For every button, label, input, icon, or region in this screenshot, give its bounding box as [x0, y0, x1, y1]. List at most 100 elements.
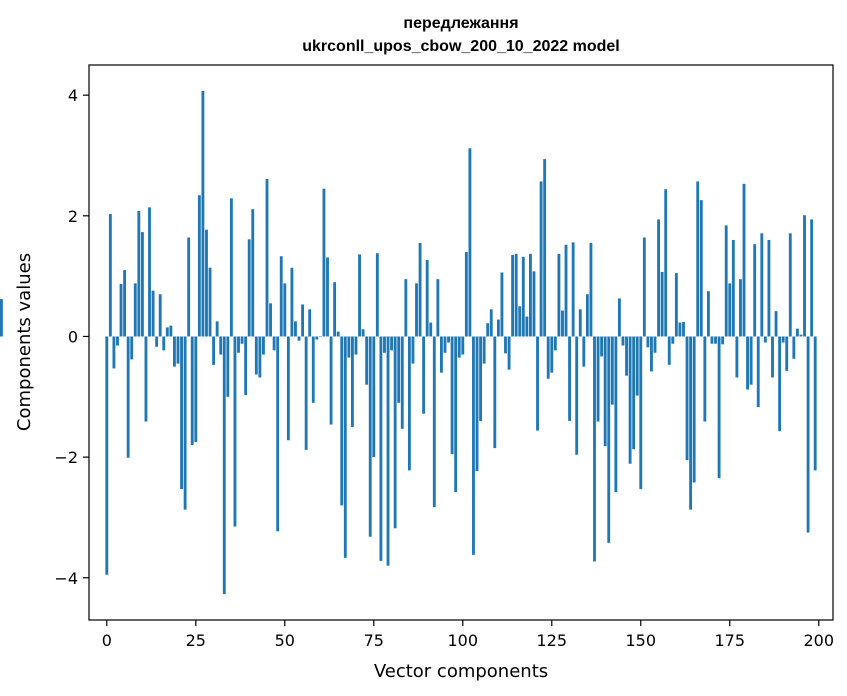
bar-166 — [696, 181, 700, 337]
bar-128 — [561, 310, 564, 337]
bar-185 — [763, 336, 767, 343]
bar-111 — [500, 272, 504, 337]
bar-62 — [326, 257, 329, 337]
bar-100 — [461, 336, 465, 355]
bar-141 — [607, 336, 611, 543]
bar-5 — [123, 270, 127, 337]
bar-7 — [130, 336, 134, 360]
x-tick-label-150: 150 — [625, 631, 656, 650]
bar-146 — [625, 336, 628, 376]
bar-35 — [229, 198, 233, 337]
bar-161 — [678, 322, 682, 337]
bar-120 — [532, 271, 536, 337]
bar-162 — [682, 321, 685, 337]
bar-147 — [628, 336, 632, 464]
bar-149 — [635, 336, 639, 396]
y-axis-label: Components values — [14, 253, 35, 431]
bar-159 — [671, 336, 675, 344]
bar-15 — [158, 294, 162, 337]
bar-176 — [731, 239, 735, 337]
bar-68 — [347, 336, 351, 358]
bar-64 — [333, 282, 337, 337]
bar-59 — [315, 336, 319, 340]
bar-91 — [429, 322, 433, 337]
y-tick-label--4: −4 — [54, 569, 78, 588]
bar-194 — [795, 328, 799, 337]
bar-177 — [735, 336, 739, 378]
bar-148 — [632, 336, 636, 450]
bar-18 — [169, 325, 173, 337]
bars-group — [0, 90, 817, 595]
bar-17 — [165, 327, 169, 337]
bar-20 — [176, 336, 180, 364]
bar-34 — [226, 336, 230, 397]
bar-173 — [721, 336, 725, 345]
bar-37 — [237, 336, 240, 353]
bar-132 — [575, 336, 579, 455]
x-tick-label-100: 100 — [448, 631, 479, 650]
bar-157 — [664, 189, 668, 337]
bar-130 — [568, 336, 571, 421]
bar-42 — [254, 336, 258, 375]
bar-158 — [667, 336, 671, 365]
x-tick-label-25: 25 — [186, 631, 206, 650]
bar-88 — [418, 242, 422, 337]
bar-2 — [112, 336, 116, 369]
bar-49 — [279, 256, 283, 337]
bar-139 — [600, 336, 604, 357]
bar-189 — [778, 336, 782, 432]
bar-155 — [657, 219, 660, 337]
bar-56 — [304, 336, 308, 450]
bar-163 — [685, 336, 689, 461]
bar-53 — [294, 321, 297, 337]
bar-75 — [372, 336, 376, 458]
bar-168 — [703, 336, 707, 422]
bar-86 — [411, 336, 415, 364]
bar-60 — [318, 336, 322, 337]
bar-164 — [689, 336, 693, 510]
bar-118 — [525, 316, 529, 337]
bar-33 — [222, 336, 226, 595]
bar-90 — [425, 259, 429, 337]
bar-10 — [140, 232, 144, 337]
bar-84 — [404, 279, 408, 337]
bar-26 — [197, 195, 201, 337]
plot-frame — [88, 64, 834, 621]
bar-137 — [593, 336, 596, 562]
bar-58 — [311, 336, 315, 403]
bar-16 — [162, 336, 166, 351]
bar-29 — [208, 267, 212, 337]
bar-156 — [660, 271, 664, 337]
bar-71 — [358, 254, 361, 337]
x-tick-label-200: 200 — [803, 631, 834, 650]
bar-14 — [155, 336, 159, 347]
y-tick-label--2: −2 — [54, 448, 78, 467]
bar-172 — [717, 336, 721, 479]
bar-129 — [564, 244, 568, 337]
bar-140 — [603, 336, 607, 447]
y-tick-label-4: 4 — [68, 86, 78, 105]
bar-13 — [151, 290, 155, 337]
bar-47 — [272, 336, 276, 351]
x-axis-ticks: 0 25 50 75 100 125 150 175 200 — [102, 620, 834, 650]
bar-108 — [489, 309, 493, 337]
bar-25 — [194, 336, 198, 443]
x-tick-label-75: 75 — [364, 631, 384, 650]
bar-89 — [422, 336, 426, 414]
bar-196 — [803, 215, 806, 337]
bar-102 — [468, 148, 472, 337]
bar-54 — [297, 336, 301, 341]
bar-106 — [482, 336, 486, 364]
bar-8 — [133, 283, 137, 337]
bar-99 — [457, 336, 461, 358]
bar-152 — [646, 336, 650, 348]
bar-195 — [799, 334, 803, 337]
bar-69 — [351, 336, 354, 427]
bar-184 — [760, 233, 764, 337]
bar-73 — [365, 336, 369, 385]
bar-138 — [596, 336, 600, 422]
bar-36 — [233, 336, 237, 527]
bar-72 — [361, 329, 365, 337]
y-tick-label-0: 0 — [68, 327, 78, 346]
bar-187 — [771, 336, 774, 378]
